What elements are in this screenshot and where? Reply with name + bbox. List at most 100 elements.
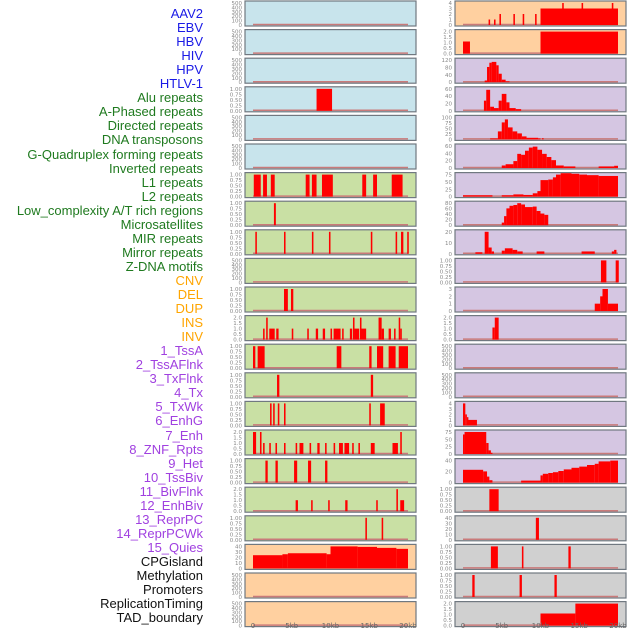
y-tick-label: 0 bbox=[449, 252, 453, 258]
y-tick-label: 500 bbox=[232, 115, 243, 121]
panel-background bbox=[244, 515, 417, 542]
y-tick-label: 200 bbox=[232, 71, 243, 77]
data-bar bbox=[587, 175, 599, 197]
data-bar bbox=[607, 303, 618, 311]
data-bar bbox=[391, 174, 403, 197]
y-tick-label: 1.00 bbox=[230, 516, 243, 522]
y-tick-label: 20 bbox=[445, 230, 452, 236]
track-label: 11_BivFlnk bbox=[139, 483, 203, 499]
y-tick-label: 1.00 bbox=[440, 258, 453, 264]
data-bar bbox=[257, 346, 265, 369]
y-tick-label: 1.5 bbox=[443, 607, 452, 613]
data-bar bbox=[284, 443, 286, 454]
data-bar bbox=[333, 328, 341, 340]
data-bar bbox=[378, 317, 382, 340]
y-tick-label: 200 bbox=[442, 386, 453, 392]
data-bar bbox=[359, 317, 362, 340]
y-tick-label: 2.0 bbox=[443, 602, 452, 608]
panel-background bbox=[244, 372, 417, 399]
y-tick-label: 80 bbox=[445, 66, 452, 72]
data-bar bbox=[253, 174, 261, 197]
y-tick-label: 0 bbox=[239, 624, 243, 630]
panel-background bbox=[454, 86, 627, 113]
x-tick-label: 10kb bbox=[532, 622, 550, 630]
y-tick-label: 0.50 bbox=[230, 412, 243, 418]
y-tick-label: 0.00 bbox=[230, 252, 243, 258]
data-bar bbox=[381, 517, 384, 540]
y-tick-label: 400 bbox=[442, 349, 453, 355]
x-tick-label: 0 bbox=[251, 622, 255, 630]
data-bar bbox=[504, 248, 513, 254]
data-bar bbox=[600, 260, 607, 283]
y-tick-label: 75 bbox=[445, 173, 452, 179]
y-tick-label: 400 bbox=[232, 263, 243, 269]
y-tick-label: 10 bbox=[445, 241, 452, 247]
data-bar bbox=[357, 546, 377, 569]
track-panel: 0.000.250.500.751.00 bbox=[230, 515, 417, 544]
y-tick-label: 0.75 bbox=[440, 579, 453, 585]
y-tick-label: 20 bbox=[445, 218, 452, 224]
y-tick-label: 0.00 bbox=[230, 195, 243, 201]
y-tick-label: 0 bbox=[239, 80, 243, 86]
y-tick-label: 75 bbox=[445, 121, 452, 127]
track-panel: 01 23 bbox=[449, 286, 627, 315]
y-tick-label: 0.00 bbox=[440, 280, 453, 286]
panel-background bbox=[454, 572, 627, 599]
data-bar bbox=[501, 165, 506, 168]
track-panel: 0.000.250.500.751.00 bbox=[440, 543, 627, 572]
track-label: INS bbox=[181, 315, 203, 331]
track-panel: 0.000.250.500.751.00 bbox=[230, 343, 417, 372]
data-bar bbox=[263, 174, 267, 197]
data-bar bbox=[540, 475, 543, 483]
data-bar bbox=[486, 443, 489, 454]
y-tick-label: 0 bbox=[449, 309, 453, 315]
panel-background bbox=[244, 458, 417, 485]
y-tick-label: 2.0 bbox=[233, 487, 242, 493]
data-bar bbox=[273, 403, 275, 426]
data-bar bbox=[284, 231, 286, 254]
data-bar bbox=[540, 8, 618, 25]
y-tick-label: 300 bbox=[232, 10, 243, 16]
data-bar bbox=[299, 443, 304, 454]
y-tick-label: 40 bbox=[445, 73, 452, 79]
track-label: Promoters bbox=[143, 582, 203, 598]
data-bar bbox=[326, 554, 331, 569]
y-tick-label: 0.50 bbox=[230, 298, 243, 304]
data-bar bbox=[542, 138, 544, 140]
y-tick-label: 200 bbox=[232, 615, 243, 621]
y-tick-label: 500 bbox=[232, 30, 243, 36]
data-bar bbox=[551, 160, 556, 168]
track-panel: 0.000.250.500.751.00 bbox=[230, 400, 417, 429]
y-tick-label: 0.25 bbox=[230, 246, 243, 252]
data-bar bbox=[532, 193, 538, 197]
data-bar bbox=[344, 443, 350, 454]
y-tick-label: 0.0 bbox=[233, 338, 242, 344]
data-bar bbox=[556, 165, 564, 168]
y-tick-label: 0 bbox=[449, 452, 453, 458]
data-bar bbox=[498, 73, 502, 83]
x-tick-label: 20kb bbox=[609, 622, 627, 630]
data-bar bbox=[354, 328, 360, 340]
data-bar bbox=[484, 231, 489, 254]
y-tick-label: 400 bbox=[232, 63, 243, 69]
y-tick-label: 0 bbox=[449, 423, 453, 429]
panel-background bbox=[454, 343, 627, 370]
y-tick-label: 10 bbox=[235, 561, 242, 567]
data-bar bbox=[315, 328, 319, 340]
y-tick-label: 0.0 bbox=[233, 452, 242, 458]
y-tick-label: 1.5 bbox=[443, 321, 452, 327]
y-tick-label: 0.75 bbox=[230, 407, 243, 413]
y-tick-label: 300 bbox=[232, 38, 243, 44]
y-tick-label: 100 bbox=[442, 115, 453, 121]
data-bar bbox=[483, 471, 488, 483]
y-tick-label: 0.50 bbox=[230, 241, 243, 247]
y-tick-label: 0 bbox=[449, 481, 453, 487]
data-bar bbox=[463, 403, 466, 426]
panel-background bbox=[454, 315, 627, 342]
